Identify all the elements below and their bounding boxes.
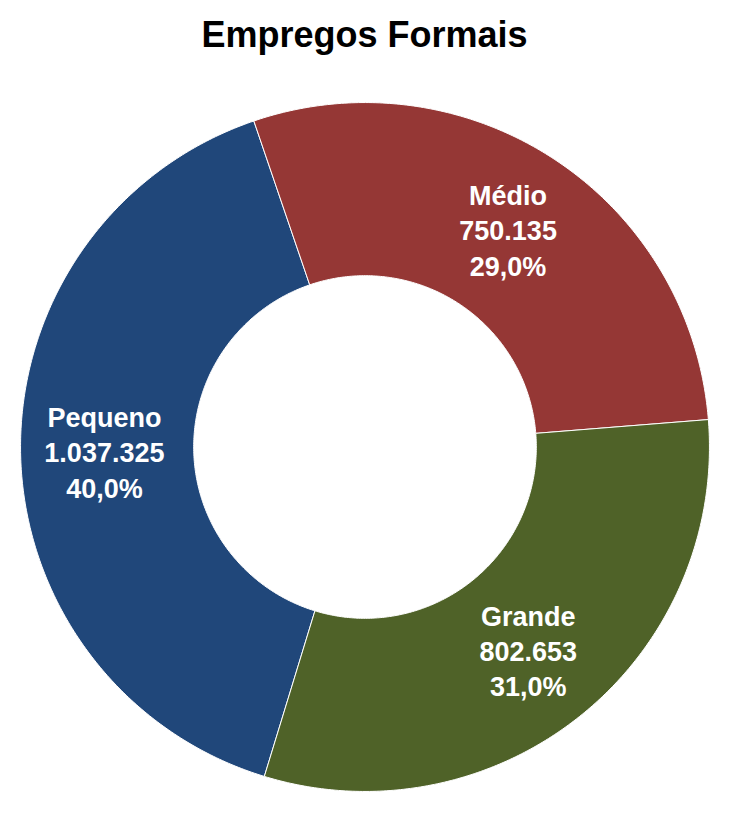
svg-text:Grande802.65331,0%: Grande802.65331,0%	[479, 602, 577, 702]
html-text:Empregos Formais: Empregos Formais	[201, 14, 528, 55]
svg-text:Pequeno1.037.32540,0%: Pequeno1.037.32540,0%	[44, 403, 164, 503]
svg-text:Médio750.13529,0%: Médio750.13529,0%	[459, 181, 557, 281]
